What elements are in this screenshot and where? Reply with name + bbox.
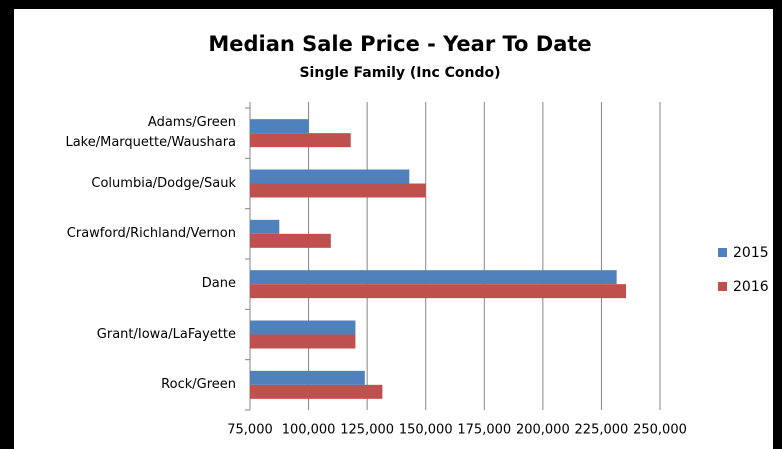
y-tick-label: Adams/Green Lake/Marquette/Waushara [65, 115, 236, 151]
x-tick-label: 125,000 [340, 423, 394, 438]
bar [250, 370, 365, 385]
y-tick-label: Grant/Iowa/LaFayette [96, 326, 236, 342]
bar [250, 233, 331, 248]
y-tick-label: Rock/Green [161, 376, 236, 392]
legend-swatch [718, 282, 727, 291]
bar [250, 183, 426, 198]
y-tick-label: Dane [201, 276, 236, 292]
x-tick-label: 225,000 [575, 423, 629, 438]
x-tick-label: 100,000 [282, 423, 336, 438]
legend-label: 2016 [733, 279, 769, 295]
x-tick-label: 200,000 [516, 423, 570, 438]
bar [250, 219, 280, 234]
chart-title: Median Sale Price - Year To Date [208, 32, 591, 56]
x-tick-label: 175,000 [457, 423, 511, 438]
x-tick-label: 250,000 [633, 423, 687, 438]
legend-swatch [718, 248, 727, 257]
bar [250, 169, 410, 184]
bar [250, 320, 356, 335]
chart-subtitle: Single Family (Inc Condo) [299, 65, 500, 81]
bar [250, 284, 627, 299]
bar [250, 334, 356, 349]
bar [250, 133, 351, 148]
bar [250, 270, 617, 285]
legend-label: 2015 [733, 245, 769, 261]
bar [250, 384, 383, 399]
y-tick-label: Crawford/Richland/Vernon [66, 225, 236, 241]
chart-background [14, 9, 773, 449]
x-tick-label: 150,000 [399, 423, 453, 438]
bar [250, 119, 309, 134]
y-tick-label: Columbia/Dodge/Sauk [91, 175, 236, 191]
x-tick-label: 75,000 [227, 423, 273, 438]
